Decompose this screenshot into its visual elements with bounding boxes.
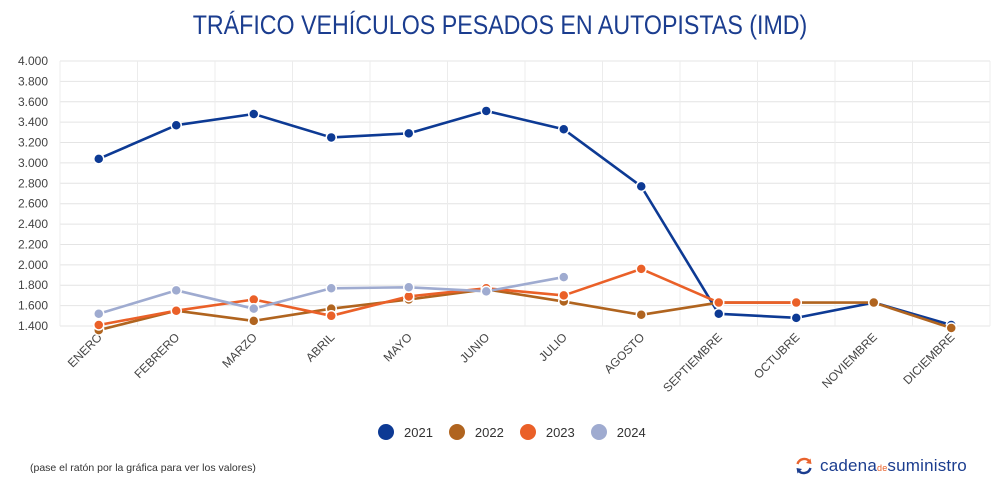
y-tick-label: 2.600 xyxy=(18,197,48,211)
data-point-2023[interactable] xyxy=(325,310,337,322)
data-point-2023[interactable] xyxy=(790,296,802,309)
data-point-2021[interactable] xyxy=(790,312,802,324)
y-tick-label: 3.000 xyxy=(18,156,48,170)
y-tick-label: 1.600 xyxy=(18,299,48,313)
data-point-2023[interactable] xyxy=(558,289,570,302)
series-line-2023 xyxy=(98,267,797,327)
x-tick-label: FEBRERO xyxy=(131,330,182,381)
data-point-2023[interactable] xyxy=(635,263,647,275)
x-tick-label: JUNIO xyxy=(457,330,492,365)
x-tick-label: OCTUBRE xyxy=(751,330,802,381)
data-point-2024[interactable] xyxy=(93,308,105,320)
legend-label: 2022 xyxy=(474,424,504,440)
x-tick-label: ENERO xyxy=(65,330,105,370)
y-tick-label: 3.800 xyxy=(18,74,48,88)
legend-label: 2024 xyxy=(616,424,646,440)
legend-item-2021[interactable]: 2021 xyxy=(378,424,433,440)
data-point-2023[interactable] xyxy=(93,319,105,331)
x-tick-label: NOVIEMBRE xyxy=(819,330,880,391)
data-point-2021[interactable] xyxy=(713,308,725,320)
x-tick-label: MARZO xyxy=(219,330,260,371)
data-point-2022[interactable] xyxy=(248,315,260,327)
data-point-2021[interactable] xyxy=(635,180,647,193)
data-point-2024[interactable] xyxy=(403,281,415,294)
data-point-2021[interactable] xyxy=(170,119,182,131)
series-2024 xyxy=(93,271,570,320)
data-point-2021[interactable] xyxy=(248,108,260,120)
y-tick-label: 2.200 xyxy=(18,237,48,251)
legend-swatch xyxy=(448,424,465,440)
grid-layer xyxy=(59,60,991,327)
data-point-2022[interactable] xyxy=(868,296,880,309)
legend-swatch xyxy=(519,424,536,440)
series-line-2021 xyxy=(98,109,952,327)
data-point-2024[interactable] xyxy=(248,302,260,315)
series-line-2022 xyxy=(98,288,952,332)
refresh-arrows-icon xyxy=(796,457,812,475)
legend-label: 2021 xyxy=(404,424,433,440)
y-tick-label: 1.800 xyxy=(18,278,48,292)
series-layer xyxy=(93,105,957,336)
x-tick-label: ABRIL xyxy=(303,330,338,365)
x-tick-label: AGOSTO xyxy=(601,330,647,376)
data-point-2024[interactable] xyxy=(325,282,337,295)
legend-item-2023[interactable]: 2023 xyxy=(519,424,575,440)
y-tick-label: 2.000 xyxy=(18,258,48,272)
brand-name-part2: de xyxy=(876,463,888,473)
data-point-2021[interactable] xyxy=(93,153,105,165)
y-tick-label: 3.200 xyxy=(18,136,48,150)
data-point-2022[interactable] xyxy=(945,322,957,334)
hover-note: (pase el ratón por la gráfica para ver l… xyxy=(30,462,256,474)
data-point-2024[interactable] xyxy=(170,284,182,297)
legend: 2021 2022 2023 2024 xyxy=(378,424,662,440)
y-tick-label: 3.600 xyxy=(18,95,48,109)
chart-title: TRÁFICO VEHÍCULOS PESADOS EN AUTOPISTAS … xyxy=(192,10,808,40)
legend-label: 2023 xyxy=(545,424,575,440)
x-tick-label: SEPTIEMBRE xyxy=(660,330,725,395)
data-point-2023[interactable] xyxy=(713,296,725,309)
brand-name-part1: cadena xyxy=(820,456,877,475)
y-tick-label: 2.800 xyxy=(18,176,48,190)
data-point-2021[interactable] xyxy=(403,127,415,140)
data-point-2022[interactable] xyxy=(635,309,647,321)
x-axis-ticks: ENERO FEBRERO MARZO ABRIL MAYO JUNIO JULIO AGOS… xyxy=(65,330,958,395)
legend-swatch xyxy=(378,424,394,440)
legend-item-2022[interactable]: 2022 xyxy=(448,424,504,440)
brand-logo: cadenadesuministro xyxy=(794,456,967,476)
data-point-2023[interactable] xyxy=(170,304,182,317)
x-tick-label: JULIO xyxy=(536,330,570,364)
y-tick-label: 4.000 xyxy=(18,54,48,68)
brand-name-part3: suministro xyxy=(887,456,967,475)
y-tick-label: 1.400 xyxy=(18,319,48,333)
legend-item-2024[interactable]: 2024 xyxy=(590,424,646,440)
y-tick-label: 3.400 xyxy=(18,115,48,129)
data-point-2021[interactable] xyxy=(558,123,570,136)
series-2023 xyxy=(93,263,802,331)
data-point-2024[interactable] xyxy=(558,271,570,283)
x-tick-label: MAYO xyxy=(381,330,415,364)
y-axis-ticks: 1.400 1.600 1.800 2.000 2.200 2.400 2.600 2.800… xyxy=(18,54,48,333)
x-tick-label: DICIEMBRE xyxy=(900,330,957,387)
data-point-2024[interactable] xyxy=(480,285,492,298)
y-tick-label: 2.400 xyxy=(18,217,48,231)
data-point-2021[interactable] xyxy=(325,131,337,144)
data-point-2021[interactable] xyxy=(480,105,492,117)
legend-swatch xyxy=(590,424,607,440)
